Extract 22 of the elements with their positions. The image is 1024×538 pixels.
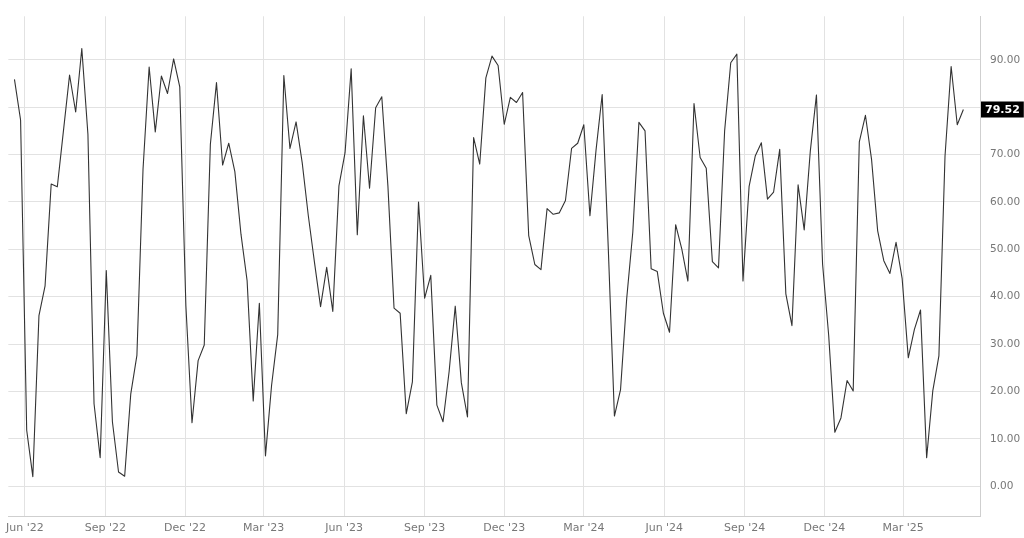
y-tick-label: 90.00 bbox=[990, 52, 1021, 65]
x-tick-label: Jun '23 bbox=[324, 521, 364, 535]
x-tick-label: Jun '22 bbox=[5, 521, 44, 535]
x-tick-label: Mar '24 bbox=[563, 521, 605, 535]
annotation: 79.52 bbox=[985, 102, 1020, 116]
x-tick-label: Sep '24 bbox=[724, 521, 766, 535]
y-tick-label: 40.00 bbox=[990, 289, 1021, 302]
y-tick-label: 50.00 bbox=[990, 242, 1021, 255]
y-tick-label: 70.00 bbox=[990, 147, 1021, 160]
x-tick-label: Mar '25 bbox=[882, 521, 924, 535]
y-tick-label: 60.00 bbox=[990, 194, 1021, 207]
x-tick-label: Sep '23 bbox=[404, 521, 446, 535]
x-tick-label: Jun '24 bbox=[644, 521, 684, 535]
y-tick-label: 0.00 bbox=[990, 478, 1014, 491]
y-tick-label: 10.00 bbox=[990, 431, 1021, 444]
x-tick-label: Sep '22 bbox=[84, 521, 127, 535]
x-tick-label: Dec '22 bbox=[164, 521, 206, 535]
y-tick-label: 20.00 bbox=[990, 384, 1021, 397]
x-tick-label: Mar '23 bbox=[243, 521, 285, 535]
x-tick-label: Dec '23 bbox=[483, 521, 526, 535]
y-tick-label: 30.00 bbox=[990, 336, 1021, 349]
x-tick-label: Dec '24 bbox=[803, 521, 846, 535]
